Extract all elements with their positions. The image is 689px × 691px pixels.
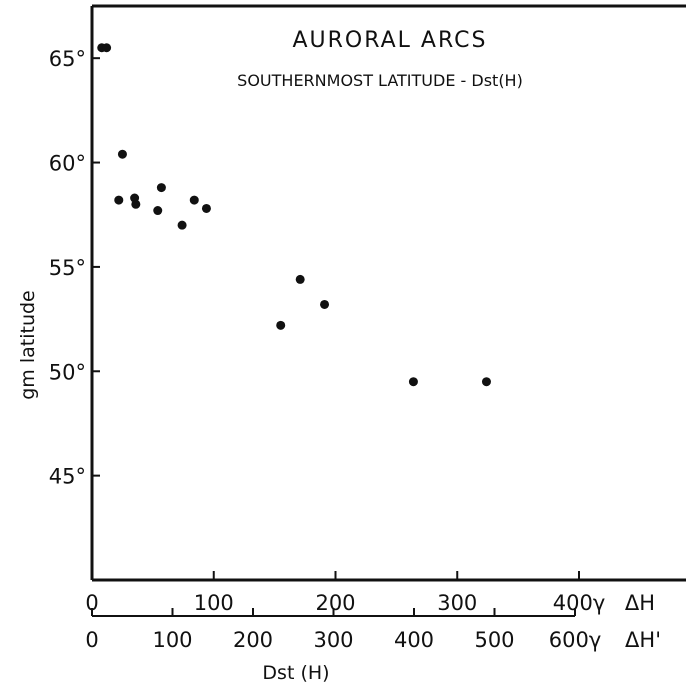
x-tick-h-prime-label: 100: [152, 628, 192, 652]
x-tick-h-label: 0: [85, 591, 98, 615]
data-point: [117, 149, 127, 159]
data-point: [481, 377, 491, 387]
data-point: [177, 220, 187, 230]
y-ticks: 45° 50° 55° 60° 65°: [49, 47, 100, 489]
data-point: [295, 274, 305, 284]
plot-frame: [90, 4, 686, 582]
x-tick-h-prime-label: 200: [233, 628, 273, 652]
data-point: [153, 206, 163, 216]
data-point: [201, 203, 211, 213]
y-tick-label: 60°: [49, 152, 86, 176]
data-point: [189, 195, 199, 205]
x-axis-label: Dst (H): [262, 662, 329, 684]
data-point: [102, 43, 112, 53]
y-axis-label: gm latitude: [17, 290, 39, 400]
x-axis-h-prime-unit-label: ΔH': [625, 628, 661, 652]
y-tick-label: 65°: [49, 47, 86, 71]
x-ticks-h: 0 100 200 300 400γ: [85, 571, 605, 615]
chart-subtitle: SOUTHERNMOST LATITUDE - Dst(H): [237, 71, 523, 90]
data-point: [156, 183, 166, 193]
chart-title: AURORAL ARCS: [292, 28, 487, 53]
data-point: [276, 320, 286, 330]
x-tick-h-prime-label: 400: [394, 628, 434, 652]
y-tick-label: 55°: [49, 256, 86, 280]
x-tick-h-prime-label: 300: [313, 628, 353, 652]
data-point: [320, 299, 330, 309]
x-tick-h-label: 100: [194, 591, 234, 615]
x-ticks-h-prime: 0 100 200 300 400 500 600γ: [85, 608, 601, 652]
data-point: [408, 377, 418, 387]
x-tick-h-label: 300: [437, 591, 477, 615]
x-axis-h-unit-label: ΔH: [625, 591, 655, 615]
x-tick-h-prime-label: 0: [85, 628, 98, 652]
y-tick-label: 45°: [49, 465, 86, 489]
x-tick-h-prime-label: 600γ: [549, 628, 602, 652]
y-tick-label: 50°: [49, 360, 86, 384]
data-points: [97, 43, 491, 387]
x-tick-h-label: 400γ: [553, 591, 606, 615]
data-point: [114, 195, 124, 205]
x-tick-h-label: 200: [315, 591, 355, 615]
data-point: [131, 199, 141, 209]
x-tick-h-prime-label: 500: [474, 628, 514, 652]
